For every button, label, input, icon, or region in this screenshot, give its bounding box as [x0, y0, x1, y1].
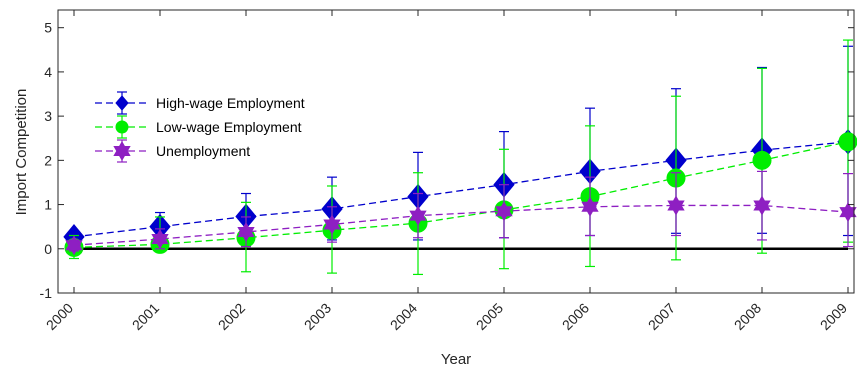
legend-label: High-wage Employment: [156, 95, 305, 111]
x-axis-title: Year: [441, 351, 471, 368]
x-tick-label: 2000: [43, 300, 76, 333]
data-point: [753, 195, 771, 216]
series-line: [73, 141, 849, 238]
data-point: [151, 229, 169, 250]
y-tick-label: 1: [44, 197, 52, 213]
x-tick-label: 2004: [387, 300, 420, 333]
data-point: [667, 195, 685, 216]
data-point: [839, 202, 857, 223]
series-2: [65, 170, 857, 256]
series-line: [73, 204, 849, 246]
x-tick-label: 2008: [731, 300, 764, 333]
y-tick-label: -1: [40, 285, 53, 301]
x-tick-label: 2009: [817, 300, 850, 333]
y-tick-label: 2: [44, 152, 52, 168]
data-point: [581, 196, 599, 217]
x-tick-label: 2007: [645, 300, 678, 333]
legend: High-wage Employment Low-wage Employment U…: [95, 91, 305, 163]
data-point: [409, 205, 427, 226]
legend-marker: [115, 95, 129, 111]
data-point: [838, 132, 857, 152]
x-tick-label: 2002: [215, 300, 248, 333]
data-point: [237, 221, 255, 242]
y-tick-label: 0: [44, 241, 52, 257]
data-point: [495, 201, 513, 222]
legend-label: Unemployment: [156, 143, 250, 159]
x-tick-label: 2001: [129, 300, 162, 333]
legend-item-0: High-wage Employment: [95, 91, 305, 115]
legend-label: Low-wage Employment: [156, 119, 302, 135]
data-point: [752, 150, 772, 170]
data-point: [323, 214, 341, 235]
plot-background: [58, 10, 854, 293]
x-tick-label: 2006: [559, 300, 592, 333]
legend-marker: [113, 141, 131, 161]
plot-frame: [57, 9, 855, 294]
legend-item-2: Unemployment: [95, 139, 250, 163]
data-point: [65, 235, 83, 256]
series-layer: [63, 39, 857, 276]
y-axis-title: Import Competition: [13, 89, 30, 216]
series-line: [73, 141, 849, 249]
y-tick-label: 4: [44, 64, 52, 80]
x-tick-label: 2005: [473, 300, 506, 333]
x-tick-label: 2003: [301, 300, 334, 333]
legend-item-1: Low-wage Employment: [95, 115, 302, 139]
y-tick-label: 3: [44, 108, 52, 124]
legend-marker: [115, 120, 129, 134]
y-tick-label: 5: [44, 20, 52, 36]
